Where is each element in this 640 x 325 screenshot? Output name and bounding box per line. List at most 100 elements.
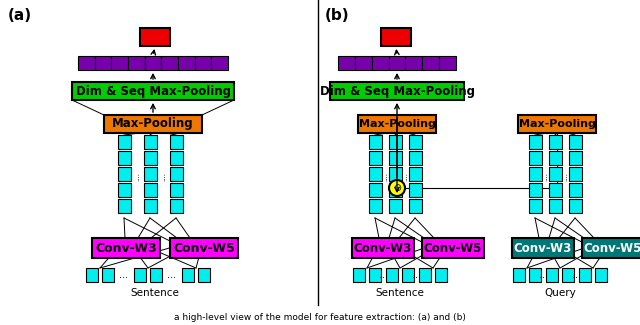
Text: ....: .... bbox=[402, 172, 408, 181]
FancyBboxPatch shape bbox=[195, 56, 211, 70]
Text: ....: .... bbox=[160, 172, 166, 181]
FancyBboxPatch shape bbox=[369, 151, 381, 165]
FancyBboxPatch shape bbox=[546, 268, 558, 282]
Text: ...: ... bbox=[120, 270, 129, 280]
FancyBboxPatch shape bbox=[145, 56, 161, 70]
FancyBboxPatch shape bbox=[170, 183, 182, 197]
FancyBboxPatch shape bbox=[388, 151, 401, 165]
FancyBboxPatch shape bbox=[170, 238, 238, 258]
FancyBboxPatch shape bbox=[439, 56, 456, 70]
FancyBboxPatch shape bbox=[408, 167, 422, 181]
FancyBboxPatch shape bbox=[143, 135, 157, 149]
FancyBboxPatch shape bbox=[72, 82, 234, 100]
Text: Max-Pooling: Max-Pooling bbox=[112, 118, 194, 131]
FancyBboxPatch shape bbox=[512, 238, 574, 258]
FancyBboxPatch shape bbox=[178, 56, 195, 70]
FancyBboxPatch shape bbox=[198, 268, 210, 282]
Text: Max-Pooling: Max-Pooling bbox=[518, 119, 595, 129]
FancyBboxPatch shape bbox=[128, 56, 145, 70]
FancyBboxPatch shape bbox=[369, 199, 381, 213]
FancyBboxPatch shape bbox=[568, 151, 582, 165]
FancyBboxPatch shape bbox=[352, 238, 414, 258]
Text: a high-level view of the model for feature extraction: (a) and (b): a high-level view of the model for featu… bbox=[174, 314, 466, 322]
FancyBboxPatch shape bbox=[548, 183, 561, 197]
Text: (a): (a) bbox=[8, 8, 32, 23]
FancyBboxPatch shape bbox=[408, 183, 422, 197]
Text: ...: ... bbox=[379, 270, 388, 280]
FancyBboxPatch shape bbox=[170, 135, 182, 149]
FancyBboxPatch shape bbox=[408, 135, 422, 149]
Text: Sentence: Sentence bbox=[131, 288, 179, 298]
FancyBboxPatch shape bbox=[170, 151, 182, 165]
FancyBboxPatch shape bbox=[369, 268, 381, 282]
Text: ....: .... bbox=[542, 172, 548, 181]
FancyBboxPatch shape bbox=[422, 238, 484, 258]
FancyBboxPatch shape bbox=[161, 56, 178, 70]
FancyBboxPatch shape bbox=[513, 268, 525, 282]
FancyBboxPatch shape bbox=[86, 268, 98, 282]
Text: ....: .... bbox=[382, 172, 388, 181]
Text: Conv-W3: Conv-W3 bbox=[514, 241, 572, 254]
FancyBboxPatch shape bbox=[388, 183, 401, 197]
Text: ....: .... bbox=[134, 172, 140, 181]
FancyBboxPatch shape bbox=[568, 135, 582, 149]
FancyBboxPatch shape bbox=[353, 268, 365, 282]
FancyBboxPatch shape bbox=[388, 199, 401, 213]
FancyBboxPatch shape bbox=[143, 151, 157, 165]
FancyBboxPatch shape bbox=[143, 183, 157, 197]
FancyBboxPatch shape bbox=[388, 135, 401, 149]
FancyBboxPatch shape bbox=[568, 167, 582, 181]
Text: ...: ... bbox=[412, 270, 421, 280]
FancyBboxPatch shape bbox=[548, 167, 561, 181]
FancyBboxPatch shape bbox=[355, 56, 372, 70]
FancyBboxPatch shape bbox=[111, 56, 128, 70]
Text: Query: Query bbox=[544, 288, 576, 298]
Text: (b): (b) bbox=[325, 8, 349, 23]
FancyBboxPatch shape bbox=[372, 56, 388, 70]
FancyBboxPatch shape bbox=[435, 268, 447, 282]
FancyBboxPatch shape bbox=[529, 167, 541, 181]
FancyBboxPatch shape bbox=[338, 56, 355, 70]
FancyBboxPatch shape bbox=[369, 167, 381, 181]
Text: Conv-W3: Conv-W3 bbox=[354, 241, 412, 254]
FancyBboxPatch shape bbox=[358, 115, 436, 133]
FancyBboxPatch shape bbox=[140, 28, 170, 46]
FancyBboxPatch shape bbox=[582, 238, 640, 258]
FancyBboxPatch shape bbox=[408, 151, 422, 165]
FancyBboxPatch shape bbox=[170, 167, 182, 181]
Text: ...: ... bbox=[168, 270, 177, 280]
FancyBboxPatch shape bbox=[529, 151, 541, 165]
Text: Conv-W5: Conv-W5 bbox=[173, 241, 235, 254]
FancyBboxPatch shape bbox=[529, 199, 541, 213]
FancyBboxPatch shape bbox=[170, 199, 182, 213]
FancyBboxPatch shape bbox=[118, 199, 131, 213]
FancyBboxPatch shape bbox=[568, 199, 582, 213]
FancyBboxPatch shape bbox=[422, 56, 439, 70]
FancyBboxPatch shape bbox=[548, 151, 561, 165]
FancyBboxPatch shape bbox=[134, 268, 146, 282]
FancyBboxPatch shape bbox=[182, 268, 194, 282]
FancyBboxPatch shape bbox=[579, 268, 591, 282]
Text: ...: ... bbox=[572, 270, 581, 280]
FancyBboxPatch shape bbox=[388, 56, 405, 70]
FancyBboxPatch shape bbox=[102, 268, 114, 282]
FancyBboxPatch shape bbox=[150, 268, 162, 282]
FancyBboxPatch shape bbox=[548, 135, 561, 149]
FancyBboxPatch shape bbox=[402, 268, 414, 282]
FancyBboxPatch shape bbox=[369, 183, 381, 197]
FancyBboxPatch shape bbox=[405, 56, 422, 70]
FancyBboxPatch shape bbox=[529, 268, 541, 282]
Text: Dim & Seq Max-Pooling: Dim & Seq Max-Pooling bbox=[76, 84, 230, 98]
FancyBboxPatch shape bbox=[118, 167, 131, 181]
Text: Conv-W5: Conv-W5 bbox=[424, 241, 482, 254]
FancyBboxPatch shape bbox=[548, 199, 561, 213]
Text: ....: .... bbox=[562, 172, 568, 181]
FancyBboxPatch shape bbox=[529, 135, 541, 149]
Text: Conv-W5: Conv-W5 bbox=[584, 241, 640, 254]
FancyBboxPatch shape bbox=[386, 268, 398, 282]
FancyBboxPatch shape bbox=[92, 238, 160, 258]
Circle shape bbox=[389, 180, 405, 196]
FancyBboxPatch shape bbox=[104, 115, 202, 133]
FancyBboxPatch shape bbox=[518, 115, 596, 133]
FancyBboxPatch shape bbox=[143, 167, 157, 181]
